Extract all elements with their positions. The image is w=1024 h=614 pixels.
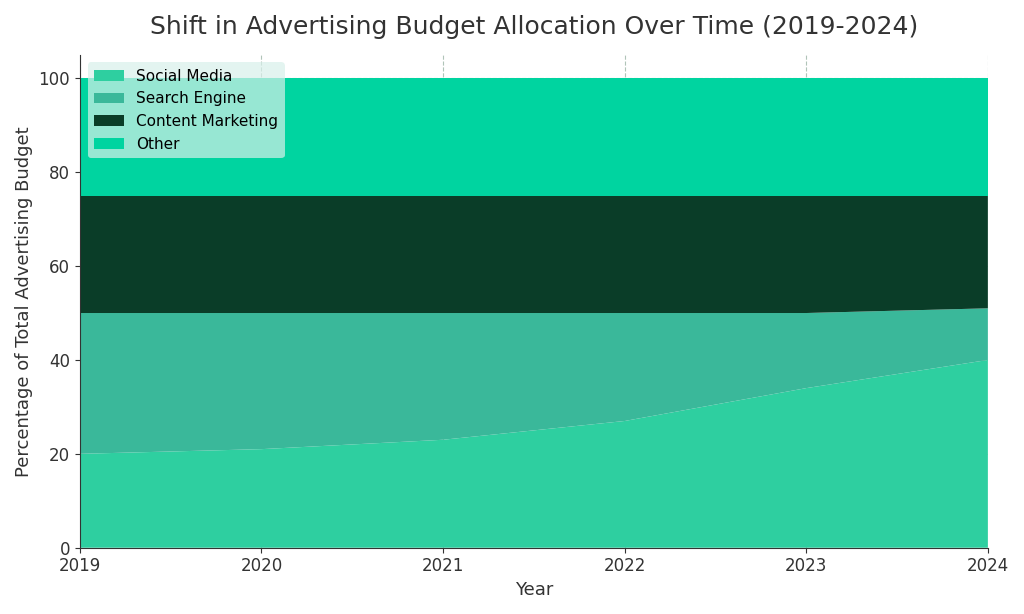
X-axis label: Year: Year xyxy=(515,581,553,599)
Y-axis label: Percentage of Total Advertising Budget: Percentage of Total Advertising Budget xyxy=(15,126,33,476)
Legend: Social Media, Search Engine, Content Marketing, Other: Social Media, Search Engine, Content Mar… xyxy=(87,63,285,158)
Title: Shift in Advertising Budget Allocation Over Time (2019-2024): Shift in Advertising Budget Allocation O… xyxy=(150,15,918,39)
